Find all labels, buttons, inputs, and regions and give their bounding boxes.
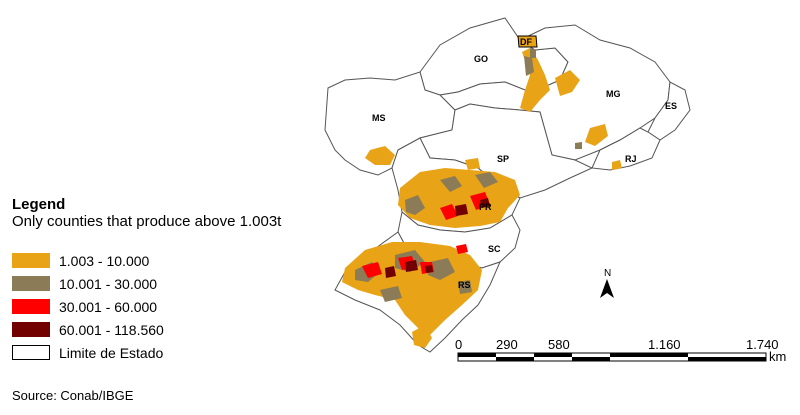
north-arrow-icon: N: [600, 268, 614, 298]
state-df: [517, 35, 538, 48]
legend-item-boundary: Limite de Estado: [12, 341, 332, 364]
label-es: ES: [665, 101, 677, 111]
legend-swatch: [12, 253, 50, 268]
label-df: DF: [520, 37, 532, 47]
legend-item: 1.003 - 10.000: [12, 249, 332, 272]
scale-tick-1: 290: [496, 337, 518, 352]
label-rj: RJ: [625, 154, 637, 164]
legend-title: Legend: [12, 196, 66, 213]
scale-unit: km: [769, 349, 786, 364]
label-mg: MG: [606, 89, 621, 99]
state-rj: [591, 127, 661, 171]
legend-item: 30.001 - 60.000: [12, 295, 332, 318]
label-pr: PR: [479, 202, 492, 212]
legend-label: 60.001 - 118.560: [59, 321, 164, 338]
legend-swatch-outline: [12, 345, 50, 360]
scale-tick-3: 1.160: [648, 337, 681, 352]
label-sp: SP: [497, 154, 509, 164]
legend-subtitle: Only counties that produce above 1.003t: [12, 213, 282, 230]
legend-swatch: [12, 299, 50, 314]
label-rs: RS: [458, 280, 471, 290]
source-note: Source: Conab/IBGE: [12, 388, 134, 403]
county-patches-class-4: [385, 198, 490, 278]
legend-label: 30.001 - 60.000: [59, 298, 158, 315]
scale-tick-0: 0: [455, 337, 462, 352]
label-sc: SC: [488, 244, 501, 254]
label-go: GO: [474, 54, 488, 64]
legend-label: Limite de Estado: [59, 344, 164, 361]
legend-label: 10.001 - 30.000: [59, 275, 158, 292]
legend-swatch: [12, 276, 50, 291]
legend-label: 1.003 - 10.000: [59, 252, 150, 269]
legend: Legend Only counties that produce above …: [12, 196, 332, 364]
legend-item: 60.001 - 118.560: [12, 318, 332, 341]
scale-tick-4: 1.740: [746, 337, 779, 352]
legend-item: 10.001 - 30.000: [12, 272, 332, 295]
scale-tick-2: 580: [548, 337, 570, 352]
north-letter: N: [604, 268, 611, 279]
label-ms: MS: [372, 113, 386, 123]
legend-swatch: [12, 322, 50, 337]
scale-bar: 0 290 580 1.160 1.740 km: [455, 337, 786, 364]
